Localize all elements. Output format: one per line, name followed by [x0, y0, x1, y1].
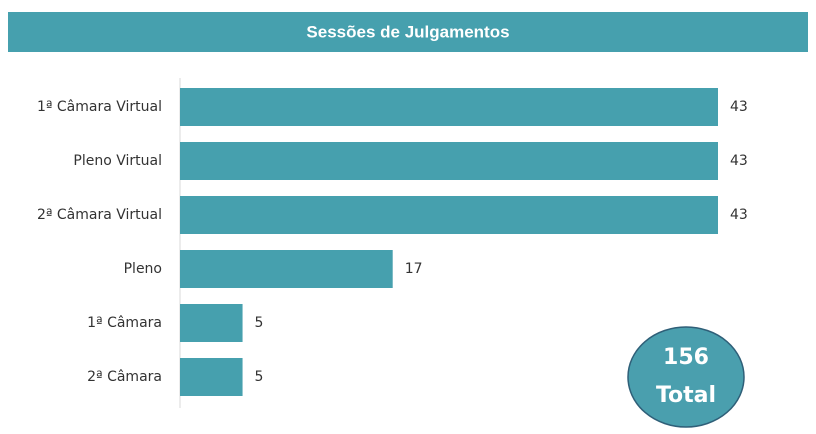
value-label: 5 [255, 315, 264, 331]
chart-title: Sessões de Julgamentos [306, 22, 509, 41]
value-label: 43 [730, 207, 748, 223]
title-banner [8, 12, 808, 52]
total-label: Total [656, 383, 716, 408]
y-tick-label: 2ª Câmara [87, 369, 162, 385]
value-label: 17 [405, 261, 423, 277]
y-tick-label: 1ª Câmara Virtual [37, 99, 162, 115]
y-tick-label: Pleno Virtual [73, 153, 162, 169]
value-label: 5 [255, 369, 264, 385]
value-label: 43 [730, 153, 748, 169]
bar [180, 250, 393, 288]
value-label: 43 [730, 99, 748, 115]
y-tick-label: Pleno [124, 261, 162, 277]
total-badge [627, 326, 745, 428]
bar [180, 196, 718, 234]
total-value: 156 [663, 345, 709, 370]
y-tick-label: 1ª Câmara [87, 315, 162, 331]
bar [180, 358, 243, 396]
bar [180, 304, 243, 342]
bar [180, 88, 718, 126]
bar [180, 142, 718, 180]
y-tick-label: 2ª Câmara Virtual [37, 207, 162, 223]
